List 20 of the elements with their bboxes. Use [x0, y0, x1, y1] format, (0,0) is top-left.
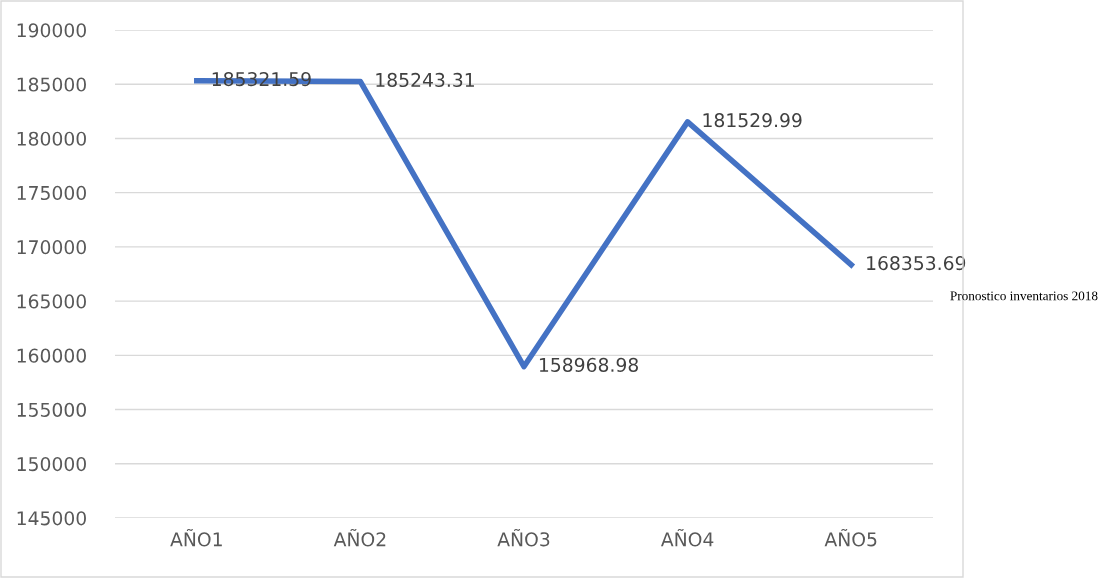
- data-label: 158968.98: [539, 357, 638, 372]
- x-tick-label: AÑO2: [333, 528, 386, 547]
- y-tick-label: 165000: [17, 294, 86, 309]
- x-tick-label: AÑO5: [824, 528, 877, 547]
- y-tick-label: 155000: [17, 402, 86, 417]
- y-tick-label: 175000: [17, 185, 86, 201]
- y-tick-label: 170000: [17, 240, 86, 255]
- x-tick-label: AÑO4: [660, 528, 714, 547]
- data-label: 168353.69: [867, 256, 966, 271]
- y-tick-label: 160000: [17, 348, 86, 363]
- y-tick-label: 145000: [17, 511, 86, 526]
- x-tick-label: AÑO3: [497, 528, 550, 547]
- y-tick-label: 185000: [17, 77, 86, 92]
- y-tick-label: 150000: [17, 456, 86, 472]
- y-tick-label: 190000: [17, 23, 86, 38]
- x-tick-label: AÑO1: [170, 528, 222, 547]
- data-label: 181529.99: [703, 113, 802, 128]
- y-tick-label: 180000: [17, 131, 86, 146]
- text: Pronostico inventarios 2018: [950, 291, 1098, 301]
- data-label: 185243.31: [376, 72, 474, 88]
